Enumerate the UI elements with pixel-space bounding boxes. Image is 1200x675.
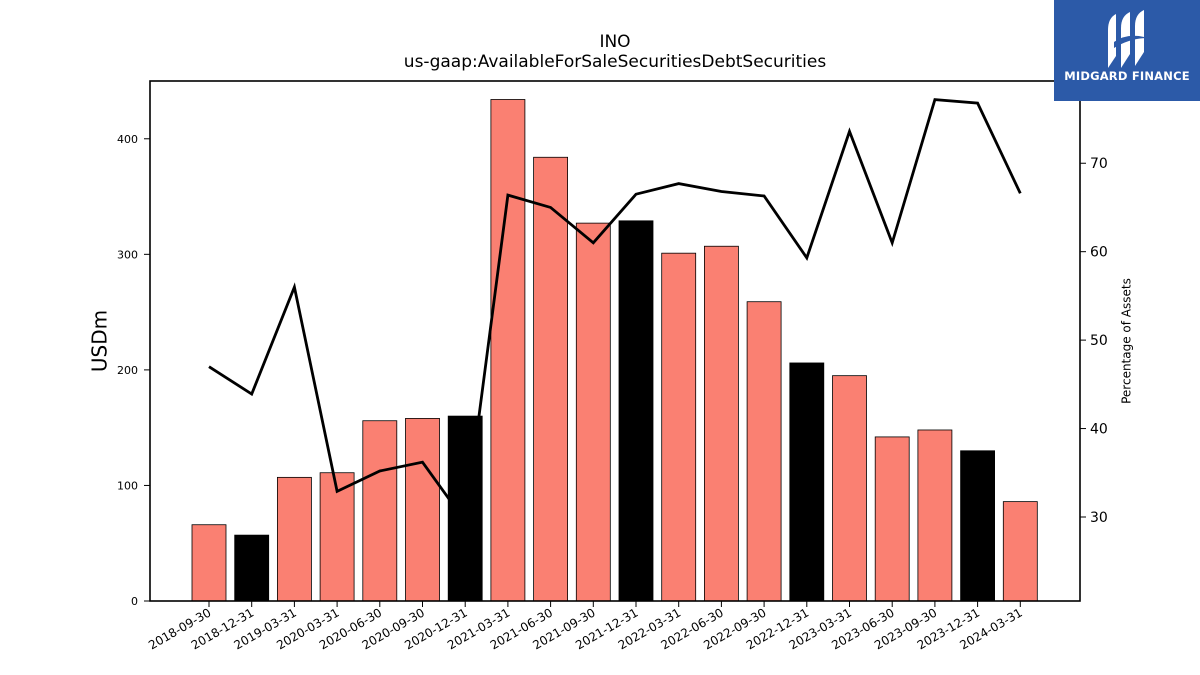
- y-tick-label: 200: [117, 364, 138, 377]
- bar-2022-12-31: [789, 362, 825, 602]
- y2-tick-label: 60: [1090, 245, 1108, 261]
- y2-axis-label: Percentage of Assets: [1120, 278, 1134, 404]
- y2-tick-label: 50: [1090, 333, 1108, 349]
- bar-2021-09-30: [575, 222, 611, 602]
- bars-layer: [191, 99, 1038, 602]
- bar-2019-03-31: [276, 476, 312, 602]
- bar-2022-03-31: [661, 252, 697, 602]
- bar-2022-09-30: [746, 301, 782, 602]
- y-tick-label: 300: [117, 248, 138, 261]
- chart-title: INO: [599, 32, 631, 52]
- bar-2022-06-30: [704, 245, 739, 602]
- bar-2018-12-31: [234, 534, 270, 602]
- y-tick-label: 0: [131, 595, 138, 608]
- bar-2021-12-31: [618, 220, 654, 602]
- y-axis-label: USDm: [88, 310, 112, 372]
- logo-mark-icon: [1108, 10, 1148, 68]
- x-axis-ticks: 2018-09-302018-12-312019-03-312020-03-31…: [146, 601, 1025, 652]
- bar-2020-03-31: [319, 472, 355, 602]
- bar-2018-09-30: [191, 524, 227, 602]
- y-tick-label: 100: [117, 479, 138, 492]
- bar-2023-03-31: [832, 375, 867, 602]
- chart-subtitle: us-gaap:AvailableForSaleSecuritiesDebtSe…: [403, 52, 827, 72]
- plot-frame: [149, 80, 1081, 602]
- bar-2023-09-30: [917, 429, 953, 602]
- right-axis-ticks: 30 40 50 60 70: [1080, 156, 1108, 526]
- bar-2020-12-31: [447, 415, 483, 602]
- bar-2024-03-31: [1002, 501, 1038, 602]
- bar-2020-09-30: [405, 418, 440, 602]
- bar-2021-03-31: [490, 99, 526, 602]
- bar-2023-06-30: [874, 436, 910, 602]
- bar-2023-12-31: [960, 450, 995, 602]
- left-axis-ticks: 0 100 200 300 400: [117, 133, 150, 608]
- bar-2021-06-30: [533, 156, 568, 602]
- logo-text: MIDGARD FINANCE: [1064, 69, 1190, 83]
- y2-tick-label: 70: [1090, 156, 1108, 172]
- percentage-line: [208, 98, 1022, 526]
- brand-logo: MIDGARD FINANCE: [1054, 0, 1200, 101]
- y-tick-label: 400: [117, 133, 138, 146]
- bar-2020-06-30: [362, 420, 398, 602]
- y2-tick-label: 30: [1090, 510, 1108, 526]
- line-layer: [208, 98, 1022, 526]
- y2-tick-label: 40: [1090, 422, 1108, 438]
